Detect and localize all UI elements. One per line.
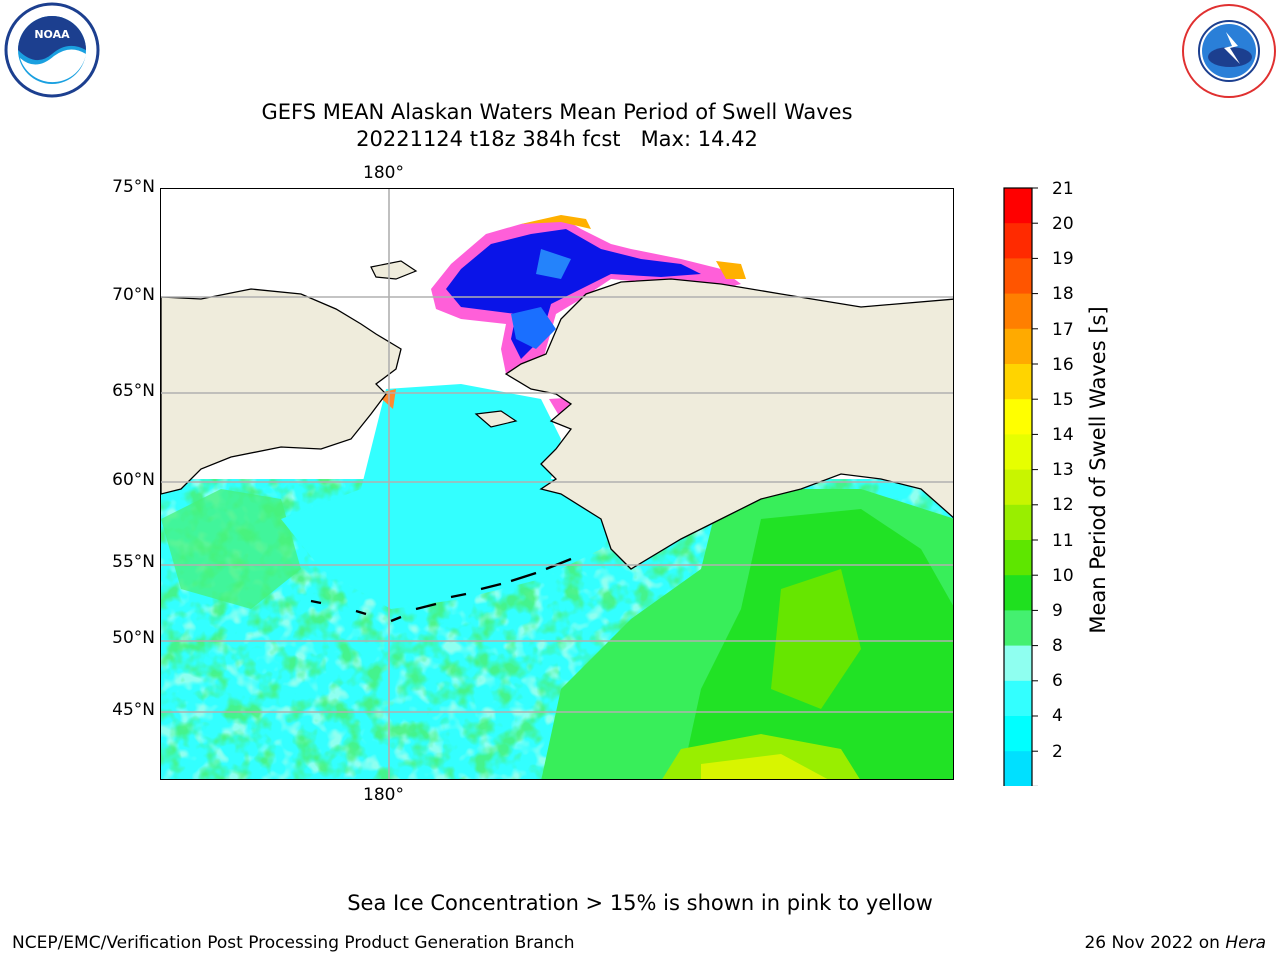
colorbar-tick: 12 xyxy=(1052,495,1074,515)
lat-label-45: 45°N xyxy=(112,700,155,720)
bering-sea xyxy=(281,384,631,609)
colorbar-band xyxy=(1004,434,1032,471)
colorbar-band xyxy=(1004,751,1032,786)
colorbar-band xyxy=(1004,364,1032,400)
chart-title: GEFS MEAN Alaskan Waters Mean Period of … xyxy=(261,100,853,124)
colorbar-tick: 20 xyxy=(1052,214,1074,234)
sea-ice-orange-north xyxy=(521,215,591,229)
colorbar-band xyxy=(1004,293,1032,330)
colorbar-tick: 2 xyxy=(1052,742,1063,762)
colorbar-band xyxy=(1004,645,1032,682)
colorbar-tick: 16 xyxy=(1052,355,1074,375)
chukchi-light-blue xyxy=(511,307,556,349)
colorbar-band xyxy=(1004,680,1032,717)
map-panel xyxy=(160,188,954,780)
colorbar-tick: 17 xyxy=(1052,320,1074,340)
colorbar-tick: 4 xyxy=(1052,706,1063,726)
chart-subtitle: 20221124 t18z 384h fcst Max: 14.42 xyxy=(356,127,758,151)
graticule xyxy=(161,189,953,779)
lon-label-bottom: 180° xyxy=(363,785,404,805)
colorbar-band xyxy=(1004,223,1032,259)
colorbar-tick: 10 xyxy=(1052,566,1074,586)
colorbar-tick: 6 xyxy=(1052,671,1063,691)
svg-text:NOAA: NOAA xyxy=(34,28,70,41)
colorbar-title: Mean Period of Swell Waves [s] xyxy=(1086,306,1110,634)
lat-label-50: 50°N xyxy=(112,628,155,648)
colorbar-band xyxy=(1004,575,1032,611)
run-date: 26 Nov 2022 on xyxy=(1084,933,1226,953)
aleutian-islands xyxy=(310,557,572,623)
host-name: Hera xyxy=(1225,933,1266,953)
wrangel-island xyxy=(370,260,418,280)
colorbar-band xyxy=(1004,540,1032,576)
colorbar-tick: 18 xyxy=(1052,284,1074,304)
lat-label-70: 70°N xyxy=(112,285,155,305)
alaska-land xyxy=(504,278,953,570)
colorbar-band xyxy=(1004,469,1032,506)
colorbar-tick: 8 xyxy=(1052,636,1063,656)
colorbar-band xyxy=(1004,258,1032,295)
colorbar xyxy=(1003,187,1038,786)
colorbar-tick: 14 xyxy=(1052,425,1074,445)
run-date-credit: 26 Nov 2022 on Hera xyxy=(1084,933,1266,953)
lat-label-60: 60°N xyxy=(112,470,155,490)
ocean-yellow-south xyxy=(701,754,828,779)
colorbar-tick: 19 xyxy=(1052,249,1074,269)
colorbar-band xyxy=(1004,188,1032,224)
chukchi-patch xyxy=(536,249,571,279)
nws-logo-icon xyxy=(1182,4,1276,98)
colorbar-band xyxy=(1004,399,1032,435)
colorbar-tick: 13 xyxy=(1052,460,1074,480)
colorbar-tick: 15 xyxy=(1052,390,1074,410)
colorbar-band xyxy=(1004,504,1032,541)
map-canvas xyxy=(161,189,953,779)
chukotka-land xyxy=(161,288,402,495)
noaa-logo-icon: NOAA xyxy=(4,2,100,98)
chukchi-blue xyxy=(446,229,701,359)
ocean-green-patch xyxy=(771,569,861,709)
sea-ice-footnote: Sea Ice Concentration > 15% is shown in … xyxy=(347,891,933,915)
lat-label-75: 75°N xyxy=(112,177,155,197)
colorbar-band xyxy=(1004,328,1032,365)
colorbar-band xyxy=(1004,716,1032,752)
ocean-green-west xyxy=(161,489,301,609)
producer-credit: NCEP/EMC/Verification Post Processing Pr… xyxy=(12,933,575,953)
colorbar-tick: 11 xyxy=(1052,531,1074,551)
sea-ice-orange-east xyxy=(716,261,746,279)
colorbar-band xyxy=(1004,610,1032,647)
lon-label-top: 180° xyxy=(363,163,404,183)
st-lawrence-island xyxy=(474,410,518,428)
colorbar-tick: 21 xyxy=(1052,179,1074,199)
lat-label-55: 55°N xyxy=(112,552,155,572)
colorbar-tick: 9 xyxy=(1052,601,1063,621)
lat-label-65: 65°N xyxy=(112,381,155,401)
